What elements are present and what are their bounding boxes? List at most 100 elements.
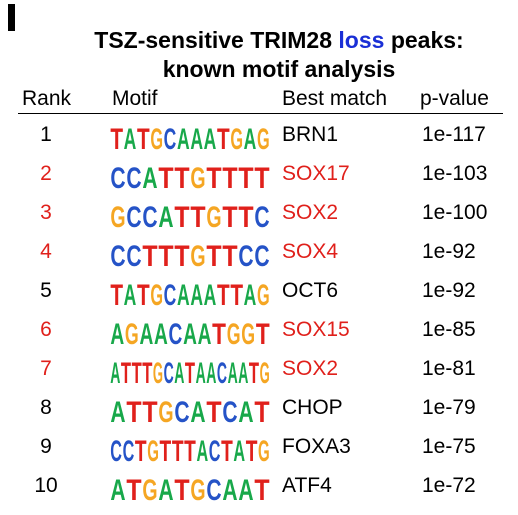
logo-letter: A xyxy=(238,396,253,424)
logo-letter: G xyxy=(257,279,270,307)
logo-letter: T xyxy=(132,357,142,385)
logo-letter: T xyxy=(137,123,150,151)
logo-letter: T xyxy=(222,240,237,268)
header-p-value: p-value xyxy=(420,87,489,110)
logo-letter: T xyxy=(217,123,230,151)
logo-letter: C xyxy=(254,201,269,229)
logo-letter: C xyxy=(110,162,125,190)
logo-letter: C xyxy=(254,240,269,268)
logo-letter: A xyxy=(124,279,137,307)
logo-letter: A xyxy=(139,318,153,346)
best-match-cell: CHOP xyxy=(282,396,343,419)
logo-letter: A xyxy=(222,474,237,502)
logo-letter: A xyxy=(110,396,125,424)
rank-cell: 8 xyxy=(40,396,52,419)
p-value-cell: 1e-79 xyxy=(422,396,476,419)
logo-letter: C xyxy=(217,357,227,385)
best-match-cell: SOX2 xyxy=(282,201,339,224)
table-row: 10 A T G A T G C A A T ATF4 1e-72 xyxy=(0,467,518,506)
logo-letter: G xyxy=(258,435,270,463)
logo-letter: A xyxy=(244,123,257,151)
logo-letter: G xyxy=(230,123,243,151)
logo-letter: C xyxy=(209,435,221,463)
logo-letter: A xyxy=(183,318,197,346)
logo-letter: A xyxy=(174,357,184,385)
logo-letter: C xyxy=(238,240,253,268)
logo-letter: T xyxy=(246,435,258,463)
logo-letter: T xyxy=(110,123,123,151)
logo-letter: T xyxy=(174,240,189,268)
logo-letter: C xyxy=(169,318,183,346)
logo-letter: T xyxy=(221,435,233,463)
logo-letter: A xyxy=(142,162,157,190)
table-row: 5 T A T G C A A A T T A G OCT6 1e-92 xyxy=(0,272,518,311)
logo-letter: T xyxy=(212,318,226,346)
logo-letter: T xyxy=(174,474,189,502)
logo-letter: C xyxy=(126,162,141,190)
logo-letter: T xyxy=(206,240,221,268)
title-line-1: TSZ-sensitive TRIM28 loss peaks: xyxy=(94,27,464,53)
logo-letter: T xyxy=(137,279,150,307)
table-row: 3 G C C A T T G T T C SOX2 1e-100 xyxy=(0,194,518,233)
logo-letter: T xyxy=(254,474,269,502)
logo-letter: T xyxy=(217,279,230,307)
logo-letter: C xyxy=(123,435,135,463)
logo-letter: T xyxy=(174,201,189,229)
logo-letter: T xyxy=(190,201,205,229)
rank-cell: 6 xyxy=(40,318,52,341)
logo-letter: C xyxy=(110,435,122,463)
logo-letter: A xyxy=(110,318,124,346)
rank-cell: 1 xyxy=(40,123,52,146)
p-value-cell: 1e-85 xyxy=(422,318,476,341)
logo-letter: C xyxy=(110,240,125,268)
logo-letter: C xyxy=(164,279,177,307)
logo-letter: A xyxy=(190,279,203,307)
logo-letter: T xyxy=(238,201,253,229)
logo-letter: A xyxy=(196,357,206,385)
logo-letter: C xyxy=(206,474,221,502)
logo-letter: T xyxy=(184,435,196,463)
logo-letter: T xyxy=(142,357,152,385)
table-row: 7 A T T T G C A T A A C A A T G SOX2 1e-81 xyxy=(0,350,518,389)
p-value-cell: 1e-81 xyxy=(422,357,476,380)
p-value-cell: 1e-117 xyxy=(422,123,486,146)
logo-letter: T xyxy=(185,357,195,385)
logo-letter: C xyxy=(164,123,177,151)
logo-letter: T xyxy=(158,162,173,190)
logo-letter: A xyxy=(244,279,257,307)
logo-letter: C xyxy=(126,240,141,268)
rank-cell: 5 xyxy=(40,279,52,302)
logo-letter: A xyxy=(158,474,173,502)
logo-letter: T xyxy=(206,162,221,190)
rank-cell: 9 xyxy=(40,435,52,458)
best-match-cell: FOXA3 xyxy=(282,435,351,458)
logo-letter: T xyxy=(126,474,141,502)
header-rank: Rank xyxy=(22,87,72,110)
table-row: 2 C C A T T G T T T T SOX17 1e-103 xyxy=(0,155,518,194)
logo-letter: G xyxy=(190,240,205,268)
p-value-cell: 1e-100 xyxy=(422,201,488,224)
rank-cell: 2 xyxy=(40,162,52,185)
logo-letter: A xyxy=(206,357,216,385)
logo-letter: T xyxy=(172,435,184,463)
header-best-match: Best match xyxy=(282,87,388,110)
logo-letter: T xyxy=(110,279,123,307)
logo-letter: A xyxy=(124,123,137,151)
logo-letter: A xyxy=(204,123,217,151)
best-match-cell: SOX17 xyxy=(282,162,350,185)
logo-letter: A xyxy=(110,357,120,385)
logo-letter: A xyxy=(228,357,238,385)
p-value-cell: 1e-75 xyxy=(422,435,476,458)
best-match-cell: SOX15 xyxy=(282,318,350,341)
logo-letter: A xyxy=(177,123,190,151)
logo-letter: A xyxy=(110,474,125,502)
logo-letter: G xyxy=(257,123,270,151)
logo-letter: G xyxy=(125,318,139,346)
logo-letter: C xyxy=(174,396,189,424)
